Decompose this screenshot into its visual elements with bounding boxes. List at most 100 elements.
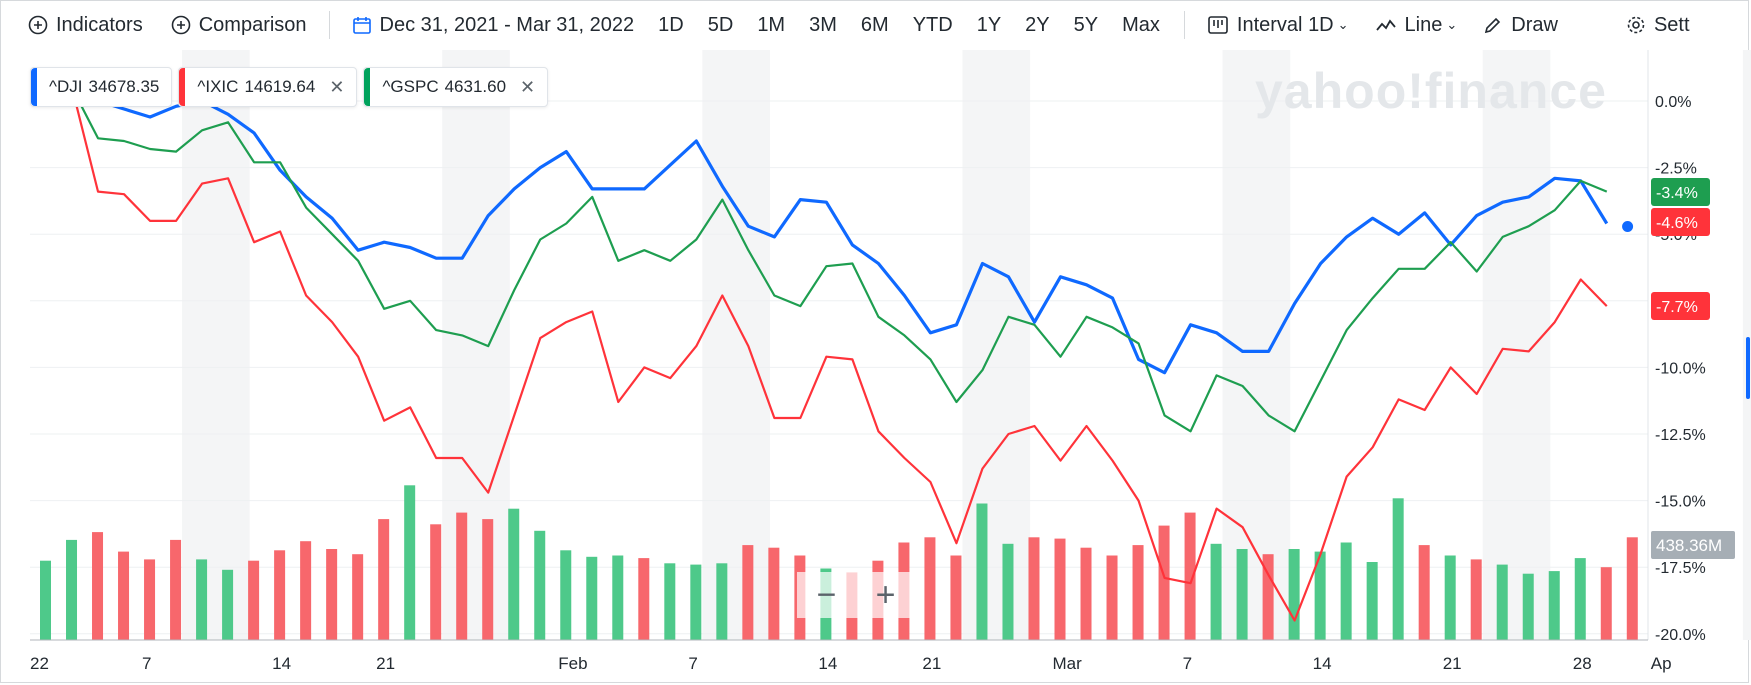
range-button-2y[interactable]: 2Y bbox=[1025, 13, 1050, 36]
calendar-icon bbox=[352, 15, 372, 35]
volume-bar bbox=[1340, 542, 1352, 640]
range-button-1y[interactable]: 1Y bbox=[976, 13, 1002, 36]
x-tick-label: 7 bbox=[142, 654, 151, 673]
volume-bar bbox=[222, 569, 234, 640]
settings-button[interactable]: Sett bbox=[1626, 14, 1690, 37]
legend-color-swatch bbox=[364, 68, 371, 106]
volume-bar bbox=[1470, 559, 1482, 640]
y-tick-label: 0.0% bbox=[1655, 94, 1691, 111]
volume-bar bbox=[1106, 555, 1118, 640]
interval-button[interactable]: Interval 1D ⌄ bbox=[1207, 14, 1349, 37]
volume-bar bbox=[378, 519, 390, 640]
series-line-dji bbox=[44, 73, 1609, 375]
volume-bar bbox=[716, 563, 728, 640]
range-button-1d[interactable]: 1D bbox=[658, 13, 684, 36]
interval-value: 1D bbox=[1308, 13, 1334, 36]
volume-bar bbox=[1314, 551, 1326, 640]
volume-bar bbox=[586, 556, 598, 640]
volume-bar bbox=[1288, 549, 1300, 640]
chart-type-label: Line bbox=[1404, 13, 1443, 36]
range-button-5d[interactable]: 5D bbox=[707, 13, 734, 36]
chevron-down-icon: ⌄ bbox=[1337, 17, 1349, 32]
volume-bar bbox=[1548, 571, 1560, 640]
week-band bbox=[962, 50, 1031, 640]
line-chart-icon bbox=[1375, 15, 1397, 35]
volume-bar bbox=[508, 508, 520, 640]
legend-chip[interactable]: ^DJI 34678.35 bbox=[30, 67, 173, 107]
legend-symbol: ^DJI bbox=[49, 77, 83, 96]
volume-bar bbox=[1158, 525, 1170, 640]
zoom-in-button[interactable]: + bbox=[875, 575, 896, 614]
legend-value: 4631.60 bbox=[444, 77, 507, 96]
side-panel-handle[interactable] bbox=[1746, 337, 1750, 399]
x-tick-label: 14 bbox=[818, 654, 837, 673]
range-button-6m[interactable]: 6M bbox=[860, 13, 889, 36]
grid-lines bbox=[30, 100, 1648, 635]
x-axis: 22 7 14 21 Feb 7 14 21 Mar 7 14 21 28 Ap bbox=[30, 654, 1672, 673]
chart-type-button[interactable]: Line ⌄ bbox=[1375, 13, 1457, 37]
x-tick-label: 14 bbox=[1313, 654, 1332, 673]
close-icon[interactable]: ✕ bbox=[329, 76, 345, 97]
volume-bar bbox=[1132, 545, 1144, 640]
volume-bar bbox=[612, 555, 624, 640]
volume-bar bbox=[1054, 538, 1066, 640]
volume-bar bbox=[274, 550, 286, 640]
toolbar-divider bbox=[1183, 11, 1185, 39]
x-tick-label: 22 bbox=[30, 654, 49, 673]
chart-toolbar: Indicators Comparison Dec 31, 2021 - Mar… bbox=[0, 0, 1751, 50]
x-tick-label: 21 bbox=[922, 654, 941, 673]
legend-color-swatch bbox=[179, 68, 186, 106]
volume-bar bbox=[404, 485, 416, 640]
legend-symbol: ^GSPC bbox=[382, 77, 439, 96]
yahoo-finance-watermark: yahoo!finance bbox=[1255, 63, 1607, 119]
close-icon[interactable]: ✕ bbox=[520, 76, 536, 97]
zoom-out-button[interactable]: − bbox=[816, 575, 837, 614]
volume-bar bbox=[1184, 512, 1196, 640]
range-button-3m[interactable]: 3M bbox=[809, 13, 837, 36]
legend-symbol: ^IXIC bbox=[197, 77, 239, 96]
volume-bar bbox=[1080, 547, 1092, 640]
volume-bar bbox=[118, 551, 130, 640]
candle-chart-icon bbox=[1207, 15, 1229, 35]
volume-bar bbox=[1600, 567, 1612, 640]
comparison-button[interactable]: Comparison bbox=[171, 14, 307, 37]
draw-button[interactable]: Draw bbox=[1483, 14, 1558, 37]
x-tick-label: 7 bbox=[688, 654, 697, 673]
range-button-ytd[interactable]: YTD bbox=[912, 13, 953, 36]
volume-bar bbox=[456, 512, 468, 640]
end-label-box bbox=[1651, 178, 1710, 206]
x-tick-label: 7 bbox=[1183, 654, 1192, 673]
indicators-button[interactable]: Indicators bbox=[28, 14, 143, 37]
week-band bbox=[1482, 50, 1551, 640]
volume-label-text: 438.36M bbox=[1656, 536, 1722, 555]
volume-bar bbox=[976, 503, 988, 640]
series-line-gspc bbox=[45, 73, 1608, 433]
volume-bar bbox=[170, 539, 182, 640]
volume-bars bbox=[40, 485, 1638, 640]
range-buttons: 1D 5D 1M 3M 6M YTD 1Y 2Y 5Y Max bbox=[658, 14, 1184, 37]
y-tick-label: -20.0% bbox=[1655, 627, 1706, 644]
volume-bar bbox=[1002, 543, 1014, 640]
end-label-box bbox=[1651, 292, 1710, 320]
volume-bar bbox=[92, 532, 104, 640]
y-tick-label: -17.5% bbox=[1655, 560, 1706, 577]
date-range-button[interactable]: Dec 31, 2021 - Mar 31, 2022 bbox=[352, 14, 659, 37]
end-label-text: -3.4% bbox=[1656, 185, 1698, 202]
volume-bar bbox=[664, 563, 676, 640]
range-button-max[interactable]: Max bbox=[1122, 13, 1160, 36]
volume-bar bbox=[248, 560, 260, 640]
volume-bar bbox=[1444, 555, 1456, 640]
series-lines bbox=[44, 73, 1634, 622]
range-button-5y[interactable]: 5Y bbox=[1073, 13, 1099, 36]
volume-bar bbox=[1522, 573, 1534, 640]
legend-chip[interactable]: ^IXIC 14619.64 ✕ bbox=[178, 67, 358, 107]
x-tick-label: 14 bbox=[272, 654, 291, 673]
volume-bar bbox=[482, 519, 494, 640]
legend-chip[interactable]: ^GSPC 4631.60 ✕ bbox=[363, 67, 549, 107]
x-tick-label: Ap bbox=[1651, 654, 1672, 673]
y-tick-label: -15.0% bbox=[1655, 494, 1706, 511]
volume-bar bbox=[1262, 554, 1274, 640]
range-button-1m[interactable]: 1M bbox=[757, 13, 786, 36]
volume-bar bbox=[1418, 545, 1430, 640]
